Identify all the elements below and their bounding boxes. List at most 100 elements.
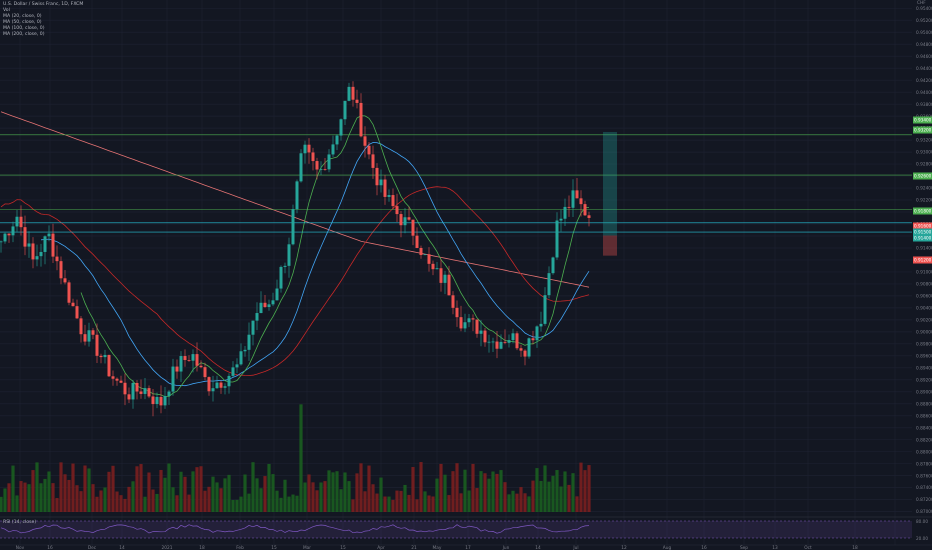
- candle: [247, 334, 251, 350]
- candle: [575, 190, 579, 199]
- rsi-level-label: 80.00: [916, 519, 928, 524]
- candle: [151, 396, 155, 405]
- volume-bar: [367, 465, 371, 512]
- volume-bar: [447, 495, 451, 512]
- price-axis-label: 0.92600: [914, 174, 932, 179]
- candle: [531, 338, 535, 341]
- volume-bar: [55, 498, 59, 512]
- volume-bar: [215, 482, 219, 512]
- price-axis-label: 0.91600: [914, 224, 932, 229]
- candle: [263, 302, 267, 308]
- candle: [239, 351, 243, 365]
- ma100-line: [0, 186, 590, 376]
- volume-bar: [131, 481, 135, 512]
- volume-bar: [147, 472, 151, 512]
- volume-bar: [555, 470, 559, 512]
- rsi-band: [0, 521, 912, 538]
- volume-bar: [251, 462, 255, 512]
- x-tick-label: Oct: [804, 545, 812, 550]
- candle: [339, 119, 343, 136]
- candle: [543, 295, 547, 324]
- candle: [403, 217, 407, 226]
- candle: [423, 254, 427, 256]
- volume-bar: [491, 471, 495, 512]
- candle: [351, 86, 355, 100]
- x-tick-label: Dec: [88, 545, 97, 550]
- volume-bar: [487, 478, 491, 512]
- volume-bar: [335, 471, 339, 512]
- candle: [95, 334, 99, 356]
- candle: [427, 254, 431, 264]
- indicator-ma50[interactable]: MA (50, close, 0): [3, 20, 42, 26]
- candle: [355, 99, 359, 103]
- volume-bar: [363, 491, 367, 512]
- volume-bar: [443, 474, 447, 512]
- candle: [307, 144, 311, 153]
- candle: [455, 307, 459, 318]
- volume-bar: [7, 483, 11, 512]
- volume-bar: [571, 473, 575, 512]
- candle: [479, 330, 483, 334]
- x-tick-label: Nov: [16, 545, 25, 550]
- candle: [311, 152, 315, 162]
- candle: [231, 367, 235, 376]
- volume-bar: [47, 471, 51, 512]
- volume-bar: [211, 476, 215, 512]
- price-axis-badge: [913, 116, 932, 124]
- candle: [327, 154, 331, 170]
- volume-bar: [71, 463, 75, 512]
- candle: [15, 216, 19, 227]
- volume-bar: [579, 462, 583, 512]
- candle: [235, 364, 239, 368]
- price-axis-label: 0.91800: [914, 209, 932, 214]
- volume-bar: [11, 465, 15, 512]
- candle: [323, 169, 327, 170]
- candle: [347, 86, 351, 101]
- volume-bar: [435, 478, 439, 512]
- candle: [51, 233, 55, 257]
- candle: [19, 216, 23, 228]
- volume-bar: [139, 464, 143, 512]
- rsi-indicator-label[interactable]: RSI (14, close): [3, 520, 37, 525]
- indicator-ma20[interactable]: MA (20, close, 0): [3, 14, 42, 20]
- volume-bar: [403, 484, 407, 512]
- candle: [359, 102, 363, 137]
- candle: [415, 235, 419, 248]
- volume-bar: [575, 496, 579, 512]
- volume-bar: [163, 477, 167, 512]
- volume-bar: [479, 471, 483, 512]
- volume-bar: [0, 496, 3, 512]
- volume-bar: [475, 488, 479, 512]
- volume-bar: [511, 490, 515, 512]
- price-axis-badge: [913, 172, 932, 180]
- candle: [147, 388, 151, 397]
- candle: [27, 243, 31, 247]
- volume-bar: [3, 488, 7, 512]
- candle: [567, 206, 571, 208]
- candle: [407, 217, 411, 220]
- candle: [23, 227, 27, 247]
- indicator-ma100[interactable]: MA (100, close, 0): [3, 26, 45, 32]
- currency-label: CHF: [917, 0, 926, 6]
- candle: [179, 356, 183, 372]
- indicator-ma200[interactable]: MA (200, close, 0): [3, 32, 45, 38]
- volume-bar: [583, 470, 587, 512]
- candle: [519, 348, 523, 351]
- indicator-vol[interactable]: Vol: [3, 8, 10, 14]
- candle: [227, 375, 231, 387]
- volume-bar: [563, 471, 567, 512]
- price-axis-label: 0.91500: [914, 230, 932, 235]
- candle: [375, 167, 379, 186]
- x-tick-label: 16: [47, 545, 53, 550]
- rsi-line: [0, 524, 590, 534]
- volume-bar: [87, 468, 91, 512]
